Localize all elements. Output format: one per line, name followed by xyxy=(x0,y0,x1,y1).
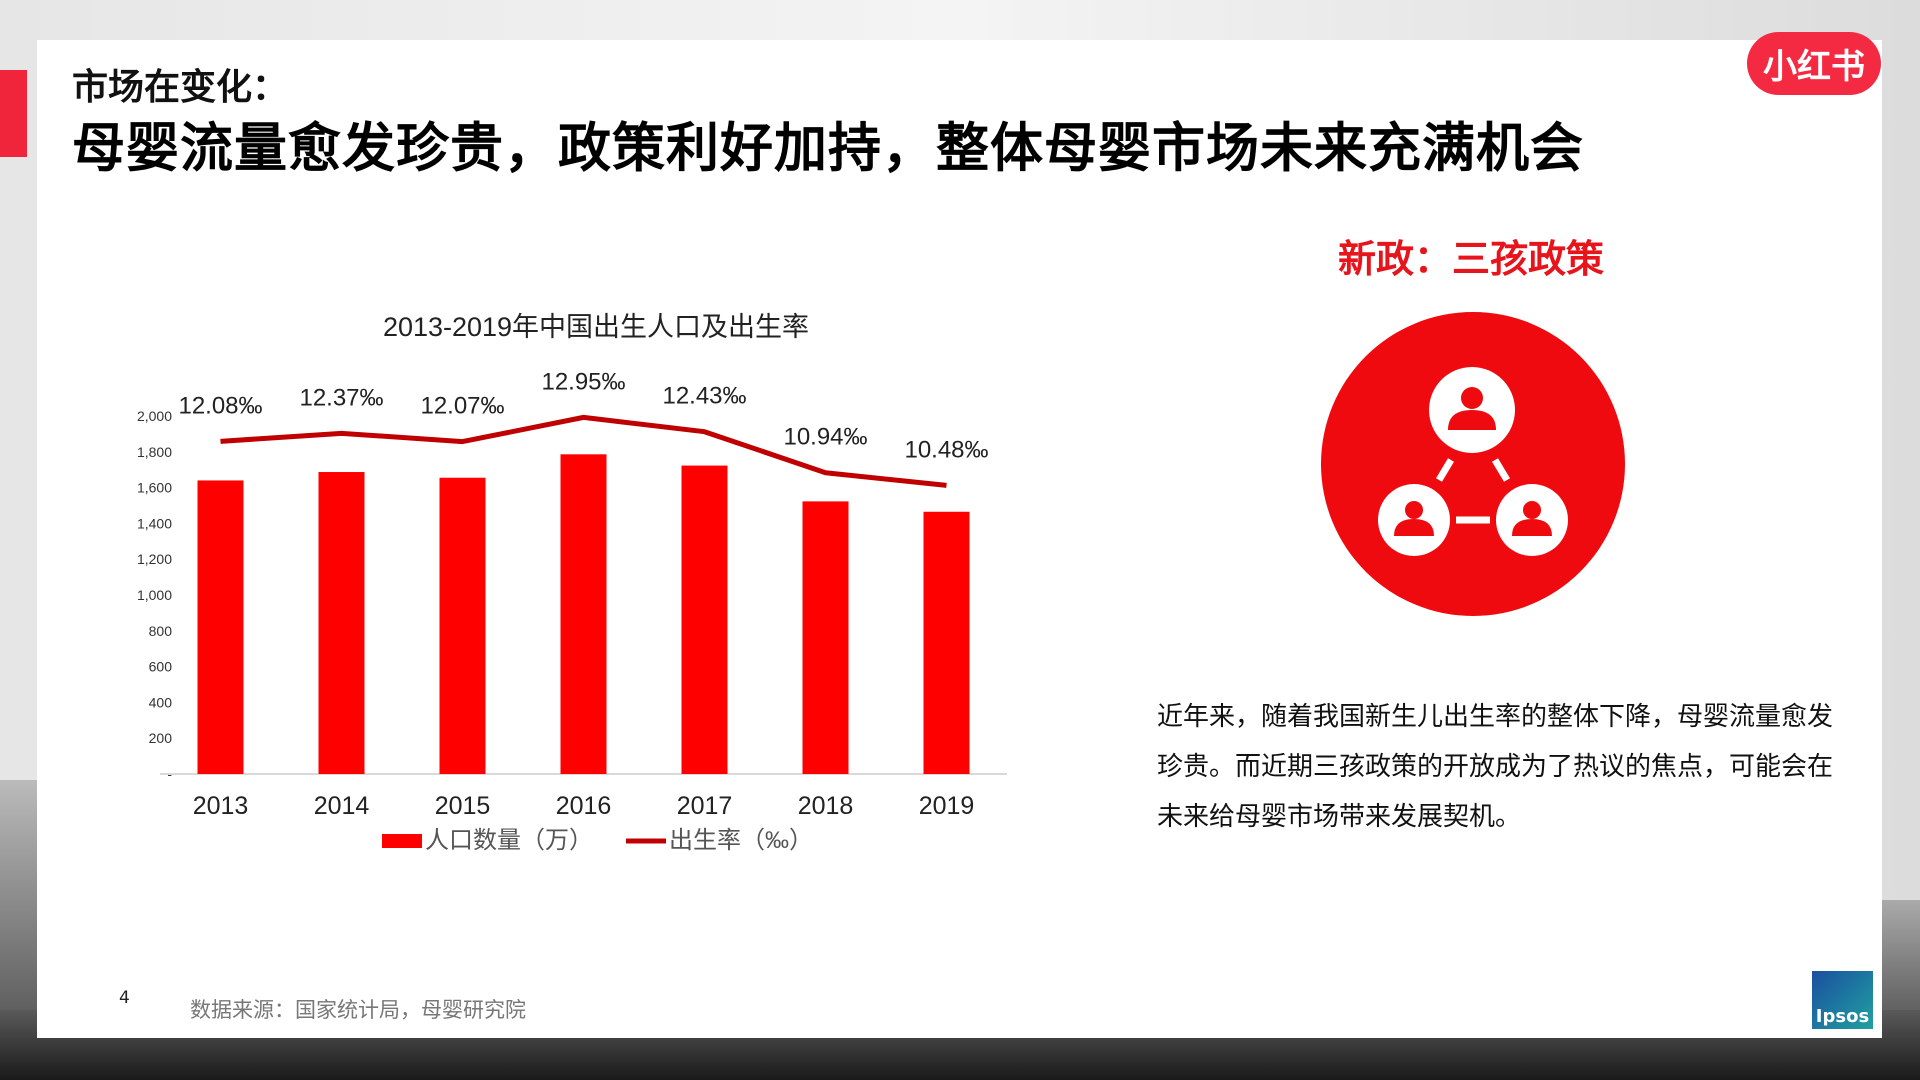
x-tick-label: 2016 xyxy=(556,792,612,820)
slide-title: 母婴流量愈发珍贵，政策利好加持，整体母婴市场未来充满机会 xyxy=(72,118,1584,179)
bar-2018 xyxy=(802,501,849,774)
bar-2019 xyxy=(923,511,970,774)
bar-2014 xyxy=(318,472,365,774)
y-tick-label: 600 xyxy=(149,659,173,675)
legend-bar-label: 人口数量（万） xyxy=(425,827,593,854)
legend-bar-swatch xyxy=(382,834,422,848)
x-tick-label: 2017 xyxy=(677,792,733,820)
chart-title: 2013-2019年中国出生人口及出生率 xyxy=(383,312,809,342)
policy-title: 新政：三孩政策 xyxy=(1337,237,1604,281)
rate-label-2013: 12.08‰ xyxy=(178,392,262,419)
x-tick-label: 2015 xyxy=(435,792,491,820)
x-tick-label: 2014 xyxy=(314,792,370,820)
bar-2016 xyxy=(560,454,607,774)
y-tick-label: 1,600 xyxy=(137,480,172,496)
y-tick-label: 2,000 xyxy=(137,408,172,424)
page-number: 4 xyxy=(119,988,130,1008)
rate-label-2019: 10.48‰ xyxy=(904,436,988,463)
ipsos-logo: Ipsos xyxy=(1812,971,1873,1029)
y-tick-label: 1,400 xyxy=(137,515,172,531)
x-tick-label: 2019 xyxy=(919,792,975,820)
policy-description: 近年来，随着我国新生儿出生率的整体下降，母婴流量愈发珍贵。而近期三孩政策的开放成… xyxy=(1157,702,1834,832)
legend-line-label: 出生率（‰） xyxy=(669,827,813,854)
y-tick-label: 200 xyxy=(149,730,173,746)
bar-2013 xyxy=(197,480,244,774)
rate-label-2015: 12.07‰ xyxy=(420,393,504,420)
birth-chart: 2013-2019年中国出生人口及出生率-2004006008001,0001,… xyxy=(137,312,1007,854)
data-source: 数据来源：国家统计局，母婴研究院 xyxy=(190,998,526,1022)
y-tick-label: 800 xyxy=(149,623,173,639)
y-tick-label: 1,000 xyxy=(137,587,172,603)
accent-bar xyxy=(0,70,27,157)
x-tick-label: 2013 xyxy=(193,792,249,820)
rate-label-2016: 12.95‰ xyxy=(541,368,625,395)
bar-2017 xyxy=(681,465,728,774)
rate-label-2017: 12.43‰ xyxy=(662,383,746,410)
rate-label-2018: 10.94‰ xyxy=(783,424,867,451)
x-tick-label: 2018 xyxy=(798,792,854,820)
y-tick-label: 1,200 xyxy=(137,551,172,567)
y-tick-label: 400 xyxy=(149,694,173,710)
xiaohongshu-logo: 小红书 xyxy=(1747,32,1881,95)
y-tick-label: 1,800 xyxy=(137,444,172,460)
slide-subtitle: 市场在变化： xyxy=(72,67,289,108)
rate-label-2014: 12.37‰ xyxy=(299,384,383,411)
birth-rate-line xyxy=(220,414,947,488)
bar-2015 xyxy=(439,477,486,774)
family-network-icon xyxy=(1321,312,1625,616)
